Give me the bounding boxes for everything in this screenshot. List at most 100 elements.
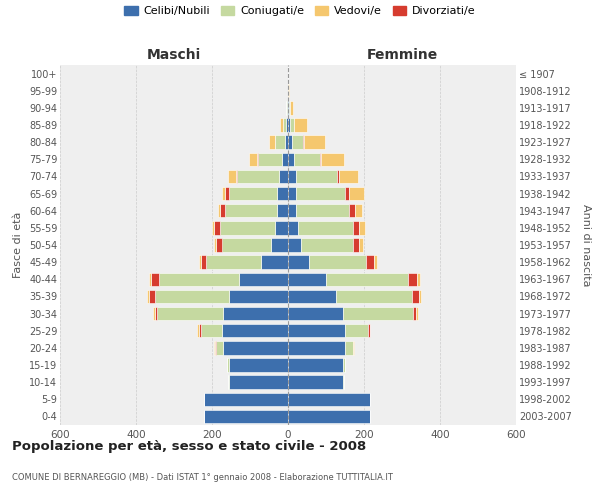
Bar xyxy=(343,358,345,372)
Bar xyxy=(368,324,370,338)
Bar xyxy=(148,290,149,303)
Bar xyxy=(149,272,151,286)
Bar xyxy=(288,341,345,354)
Bar xyxy=(288,307,343,320)
Text: Femmine: Femmine xyxy=(367,48,437,62)
Bar xyxy=(366,256,373,269)
Bar xyxy=(288,272,326,286)
Bar xyxy=(288,324,345,338)
Bar xyxy=(296,187,345,200)
Bar xyxy=(275,221,288,234)
Bar xyxy=(337,170,340,183)
Bar xyxy=(321,152,344,166)
Bar xyxy=(226,187,229,200)
Bar xyxy=(416,307,418,320)
Bar xyxy=(417,272,420,286)
Bar xyxy=(229,170,236,183)
Bar xyxy=(151,272,159,286)
Bar xyxy=(206,256,262,269)
Bar xyxy=(340,170,358,183)
Bar xyxy=(205,410,288,423)
Bar xyxy=(277,204,288,218)
Bar xyxy=(288,410,370,423)
Bar xyxy=(218,204,220,218)
Bar xyxy=(326,272,408,286)
Bar xyxy=(275,136,285,149)
Bar xyxy=(286,101,287,114)
Bar xyxy=(229,376,288,389)
Bar xyxy=(320,152,321,166)
Bar xyxy=(271,238,288,252)
Bar xyxy=(200,324,221,338)
Bar xyxy=(220,204,226,218)
Bar xyxy=(309,256,366,269)
Bar xyxy=(359,221,365,234)
Bar xyxy=(283,152,288,166)
Bar xyxy=(227,358,229,372)
Bar xyxy=(269,136,275,149)
Bar xyxy=(155,290,229,303)
Bar xyxy=(349,204,355,218)
Bar xyxy=(220,221,275,234)
Bar xyxy=(288,152,294,166)
Bar xyxy=(289,101,290,114)
Bar xyxy=(149,290,155,303)
Bar xyxy=(288,136,292,149)
Bar xyxy=(199,256,200,269)
Bar xyxy=(343,376,344,389)
Bar xyxy=(288,238,301,252)
Bar xyxy=(413,307,416,320)
Bar xyxy=(408,272,417,286)
Bar xyxy=(349,187,364,200)
Bar xyxy=(335,290,412,303)
Bar xyxy=(294,118,307,132)
Bar xyxy=(304,136,325,149)
Bar xyxy=(226,204,277,218)
Bar xyxy=(216,238,221,252)
Bar xyxy=(262,256,288,269)
Bar xyxy=(197,324,199,338)
Bar xyxy=(412,290,419,303)
Bar xyxy=(296,170,337,183)
Y-axis label: Fasce di età: Fasce di età xyxy=(13,212,23,278)
Bar xyxy=(288,204,296,218)
Bar xyxy=(287,101,288,114)
Bar xyxy=(203,392,205,406)
Text: Maschi: Maschi xyxy=(147,48,201,62)
Bar xyxy=(249,152,257,166)
Bar xyxy=(296,204,349,218)
Bar xyxy=(353,238,359,252)
Bar xyxy=(155,307,157,320)
Bar xyxy=(345,187,349,200)
Bar xyxy=(298,221,353,234)
Bar xyxy=(290,101,293,114)
Bar xyxy=(353,221,359,234)
Text: Popolazione per età, sesso e stato civile - 2008: Popolazione per età, sesso e stato civil… xyxy=(12,440,366,453)
Bar xyxy=(353,341,354,354)
Bar xyxy=(223,307,288,320)
Bar xyxy=(288,290,335,303)
Bar xyxy=(229,358,288,372)
Bar xyxy=(288,358,343,372)
Bar xyxy=(257,152,283,166)
Bar xyxy=(288,101,289,114)
Bar xyxy=(373,256,377,269)
Bar xyxy=(223,341,288,354)
Bar xyxy=(343,307,413,320)
Bar xyxy=(345,324,368,338)
Bar xyxy=(288,376,343,389)
Bar xyxy=(200,256,206,269)
Bar xyxy=(283,118,286,132)
Bar xyxy=(229,290,288,303)
Bar xyxy=(214,341,215,354)
Bar xyxy=(229,187,277,200)
Bar xyxy=(345,341,353,354)
Bar xyxy=(288,256,309,269)
Bar xyxy=(221,324,288,338)
Bar xyxy=(288,118,290,132)
Bar xyxy=(214,238,216,252)
Bar xyxy=(215,341,216,354)
Bar xyxy=(159,272,239,286)
Bar xyxy=(288,170,296,183)
Bar xyxy=(294,152,320,166)
